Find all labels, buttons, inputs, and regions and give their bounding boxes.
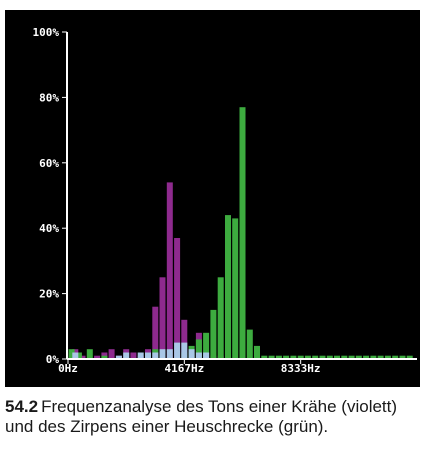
green-bar [275,355,282,359]
x-tick-label: 4167Hz [164,362,204,375]
light-blue-bar [174,342,181,359]
y-tick-label: 0% [46,353,60,366]
green-bar [203,332,210,359]
figure-number: 54.2 [5,397,39,416]
y-tick-label: 40% [39,222,59,235]
green-bar [355,355,362,359]
y-tick-label: 60% [39,157,59,170]
violet-bar [159,277,166,360]
chart-panel: 0% 20% 40% 60% 80% 100% 0Hz 4167Hz 8333Hz [5,10,420,387]
green-bar [312,355,319,359]
light-blue-bar [166,349,173,359]
green-bar [341,355,348,359]
green-bar [75,352,82,359]
green-bar [232,218,239,359]
y-axis-ticks: 0% 20% 40% 60% 80% 100% [33,26,67,366]
light-blue-bar [145,352,151,359]
green-bar [377,355,384,359]
frequency-chart: 0% 20% 40% 60% 80% 100% 0Hz 4167Hz 8333Hz [33,26,417,375]
green-bar [86,349,93,359]
light-blue-bar [181,342,188,359]
light-blue-bar [203,352,210,359]
x-tick-label: 0Hz [58,362,78,375]
y-tick-label: 100% [33,26,60,39]
green-bar [268,355,275,359]
light-blue-bar [72,352,79,359]
green-bar [101,355,108,359]
bars [68,107,413,360]
light-blue-bar [195,352,202,359]
violet-bar [130,352,137,359]
green-bar [392,355,399,359]
green-bar [326,355,333,359]
green-bar [254,345,260,359]
green-bar [297,355,304,359]
green-bar [399,355,406,359]
green-bar [217,277,224,360]
violet-bar [108,349,115,359]
green-bar [68,349,75,359]
light-blue-bar [188,349,195,359]
violet-bar [79,355,86,359]
light-blue-bar [123,352,130,359]
green-bar [319,355,326,359]
green-bar [210,309,217,359]
violet-bar [166,182,173,359]
figure-caption: 54.2 Frequenzanalyse des Tons einer Krähe… [5,397,420,437]
x-axis-ticks: 0Hz 4167Hz 8333Hz [58,359,321,375]
violet-bar [94,355,101,359]
green-bar [304,355,311,359]
light-blue-bar [137,352,144,359]
violet-bar [181,319,188,359]
light-blue-bar [115,355,122,359]
y-tick-label: 80% [39,91,59,104]
green-bar [261,355,268,359]
green-bar [334,355,340,359]
light-blue-bar [152,352,159,359]
green-bar [246,329,253,359]
green-bar [406,355,413,359]
green-bar [370,355,377,359]
light-blue-bar [159,349,166,359]
green-bar [225,215,231,359]
green-bar [290,355,297,359]
green-bar [384,355,391,359]
green-bar [239,107,246,359]
caption-text: Frequenzanalyse des Tons einer Krähe (vi… [5,397,398,436]
violet-bar [152,306,159,359]
violet-bar [174,238,181,359]
x-tick-label: 8333Hz [281,362,321,375]
green-bar [283,355,290,359]
green-bar [348,355,355,359]
y-tick-label: 20% [39,288,59,301]
green-bar [195,339,202,359]
green-bar [363,355,370,359]
